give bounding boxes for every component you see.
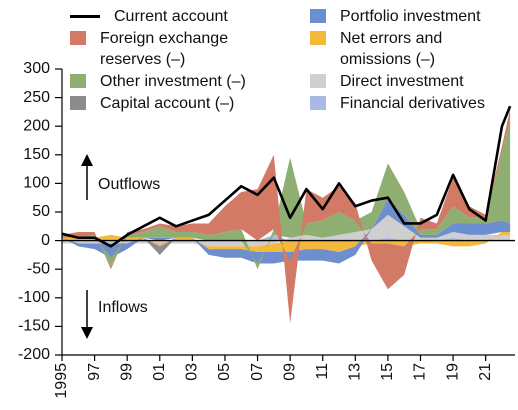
x-tick-label: 13 xyxy=(347,363,364,381)
x-tick-label: 01 xyxy=(151,363,168,381)
y-tick-label: -100 xyxy=(18,289,50,306)
x-tick-label: 09 xyxy=(281,363,298,381)
legend-item: Portfolio investment xyxy=(310,6,510,27)
legend-label: Current account xyxy=(114,8,228,25)
legend-label: Foreign exchange reserves (–) xyxy=(100,30,229,68)
line xyxy=(61,105,512,248)
areas xyxy=(62,109,511,324)
y-tick-label: -50 xyxy=(27,260,50,277)
y-tick-label: 50 xyxy=(32,203,50,220)
legend-item: Foreign exchange reserves (–) xyxy=(70,28,310,70)
y-tick-label: 0 xyxy=(41,232,50,249)
y-tick-label: 300 xyxy=(23,60,50,77)
legend-swatch xyxy=(70,31,86,45)
legend-swatch xyxy=(70,96,86,110)
x-tick-label: 17 xyxy=(412,363,429,381)
legend-swatch xyxy=(70,74,86,88)
legend-swatch xyxy=(310,31,326,45)
legend-item: Other investment (–) xyxy=(70,71,310,92)
legend-item: Net errors and omissions (–) xyxy=(310,28,510,70)
legend-label: Other investment (–) xyxy=(100,73,246,90)
area xyxy=(62,120,511,270)
y-tick-label: -150 xyxy=(18,318,50,335)
area xyxy=(62,200,511,264)
legend: Current account Foreign exchange reserves… xyxy=(70,6,510,114)
area xyxy=(62,232,511,253)
legend-label: Financial derivatives xyxy=(340,95,485,112)
y-tick-label: 100 xyxy=(23,175,50,192)
legend-item: Financial derivatives xyxy=(310,93,510,114)
x-tick-label: 11 xyxy=(314,363,331,380)
legend-item: Capital account (–) xyxy=(70,93,310,114)
annotation: Outflows xyxy=(98,176,160,193)
x-tick-label: 05 xyxy=(216,363,233,381)
x-tick-label: 19 xyxy=(444,363,461,381)
legend-label: Net errors and omissions (–) xyxy=(340,30,443,68)
legend-label: Direct investment xyxy=(340,73,464,90)
annotation: Inflows xyxy=(98,299,148,316)
area xyxy=(62,214,511,247)
y-tick-label: 200 xyxy=(23,117,50,134)
x-tick-label: 15 xyxy=(379,363,396,381)
y-tick-label: 150 xyxy=(23,146,50,163)
x-tick-label: 21 xyxy=(477,363,494,381)
legend-swatch xyxy=(310,9,326,23)
y-tick-label: -200 xyxy=(18,346,50,363)
legend-item: Current account xyxy=(70,6,310,27)
x-tick-label: 07 xyxy=(249,363,266,381)
x-tick-label: 97 xyxy=(86,363,103,381)
legend-label: Portfolio investment xyxy=(340,8,481,25)
x-tick-label: 03 xyxy=(184,363,201,381)
legend-item: Direct investment xyxy=(310,71,510,92)
y-tick-label: 250 xyxy=(23,89,50,106)
legend-swatch xyxy=(310,96,326,110)
area xyxy=(62,109,511,324)
x-tick-label: 99 xyxy=(118,363,135,381)
x-tick-label: 1995 xyxy=(53,363,70,399)
legend-swatch xyxy=(310,74,326,88)
legend-swatch xyxy=(70,15,100,18)
legend-label: Capital account (–) xyxy=(100,95,235,112)
